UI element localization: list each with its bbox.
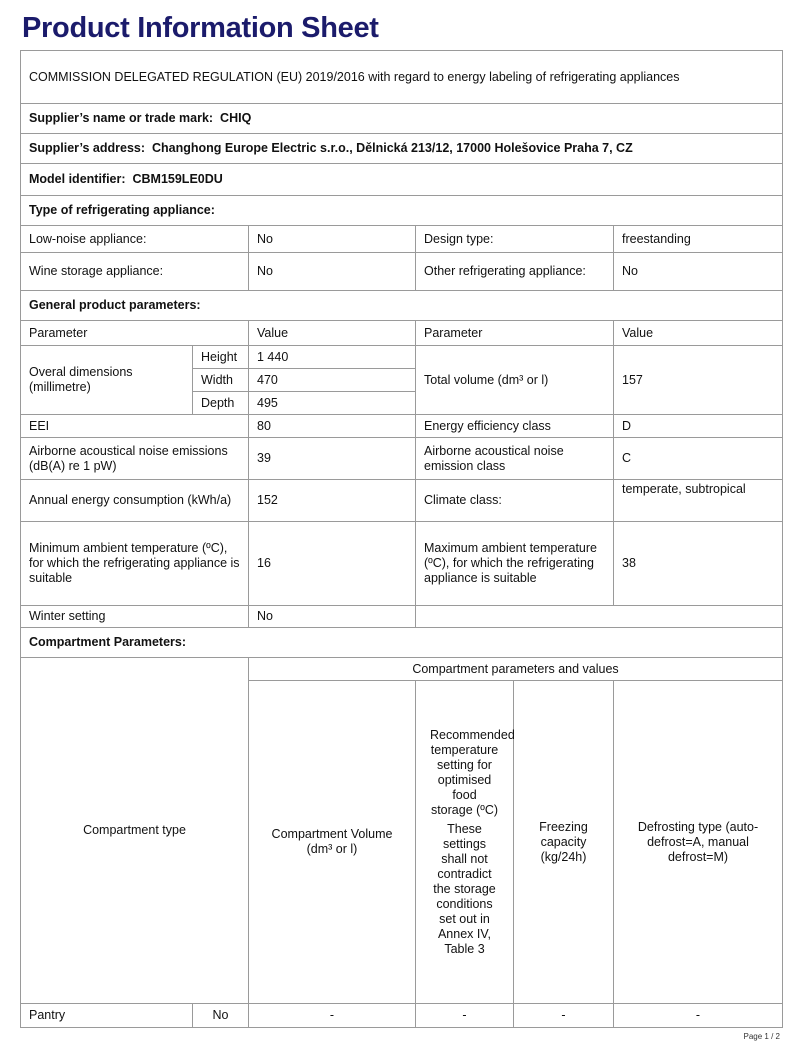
page-title: Product Information Sheet (22, 12, 379, 44)
compartment-volume: - (248, 1003, 416, 1028)
type-label: Wine storage appliance: (20, 252, 249, 291)
dimensions-label: Overal dimensions (millimetre) (20, 345, 193, 415)
height-label: Height (192, 345, 249, 369)
page-number: Page 1 / 2 (743, 1032, 780, 1041)
header-parameter: Parameter (20, 320, 249, 346)
param-label: Airborne acoustical noise emission class (415, 437, 614, 480)
header-value: Value (612, 320, 784, 346)
compartment-temp: - (415, 1003, 514, 1028)
defrost-header: Defrosting type (auto-defrost=A, manual … (612, 680, 784, 1004)
depth-label: Depth (192, 391, 249, 415)
compartment-group-header: Compartment parameters and values (247, 657, 784, 681)
temperature-header: Recommended temperature setting for opti… (415, 680, 515, 1004)
param-label: Energy efficiency class (415, 414, 614, 438)
header-parameter: Parameter (415, 320, 614, 346)
param-value: D (612, 414, 784, 438)
param-value: 16 (248, 521, 416, 606)
temperature-header-main: Recommended temperature setting for opti… (430, 727, 515, 817)
model-label: Model identifier: (29, 172, 126, 186)
param-label: Minimum ambient temperature (ºC), for wh… (20, 521, 249, 606)
compartment-type-header: Compartment type (20, 657, 249, 1004)
width-value: 470 (248, 368, 416, 392)
depth-value: 495 (248, 391, 416, 415)
param-value: 152 (248, 479, 416, 522)
type-label: Other refrigerating appliance: (415, 252, 614, 291)
regulation-text: COMMISSION DELEGATED REGULATION (EU) 201… (19, 50, 784, 104)
type-value: No (248, 225, 416, 253)
header-value: Value (248, 320, 416, 346)
model-row: Model identifier: CBM159LE0DU (19, 163, 784, 196)
total-volume-label: Total volume (dm³ or l) (415, 345, 614, 415)
model-value: CBM159LE0DU (132, 172, 223, 186)
supplier-address-label: Supplier’s address: (29, 141, 146, 155)
param-label: Airborne acoustical noise emissions (dB(… (20, 437, 249, 480)
volume-header: Compartment Volume (dm³ or l) (248, 680, 416, 1004)
supplier-address-row: Supplier’s address: Changhong Europe Ele… (19, 133, 784, 164)
param-value: No (248, 605, 416, 628)
compartment-freezing: - (513, 1003, 614, 1028)
param-value: 39 (248, 437, 416, 480)
width-label: Width (192, 368, 249, 392)
compartment-defrost: - (612, 1003, 784, 1028)
supplier-name-row: Supplier’s name or trade mark: CHIQ (19, 103, 784, 134)
supplier-name-value: CHIQ (220, 111, 252, 125)
compartment-type: Pantry (20, 1003, 193, 1028)
param-value: 38 (612, 521, 784, 606)
general-heading: General product parameters: (19, 290, 784, 321)
param-empty (414, 605, 784, 628)
type-label: Low-noise appliance: (20, 225, 249, 253)
param-value: temperate, subtropical (612, 479, 784, 522)
supplier-name-label: Supplier’s name or trade mark: (29, 111, 214, 125)
type-value: No (248, 252, 416, 291)
total-volume-value: 157 (612, 345, 784, 415)
supplier-address-value: Changhong Europe Electric s.r.o., Dělnic… (151, 141, 633, 155)
param-value: C (612, 437, 784, 480)
param-label: Climate class: (415, 479, 614, 522)
param-label: Maximum ambient temperature (ºC), for wh… (415, 521, 614, 606)
param-label: Annual energy consumption (kWh/a) (20, 479, 249, 522)
compartment-heading: Compartment Parameters: (19, 627, 784, 658)
type-label: Design type: (415, 225, 614, 253)
type-value: freestanding (612, 225, 784, 253)
type-heading: Type of refrigerating appliance: (19, 195, 784, 226)
height-value: 1 440 (248, 345, 416, 369)
temperature-header-note: These settings shall not contradict the … (433, 821, 496, 956)
type-value: No (612, 252, 784, 291)
param-value: 80 (248, 414, 416, 438)
param-label: Winter setting (20, 605, 249, 628)
param-label: EEI (20, 414, 249, 438)
freezing-header: Freezing capacity (kg/24h) (513, 680, 614, 1004)
product-info-table: COMMISSION DELEGATED REGULATION (EU) 201… (19, 50, 784, 1028)
compartment-present: No (192, 1003, 249, 1028)
